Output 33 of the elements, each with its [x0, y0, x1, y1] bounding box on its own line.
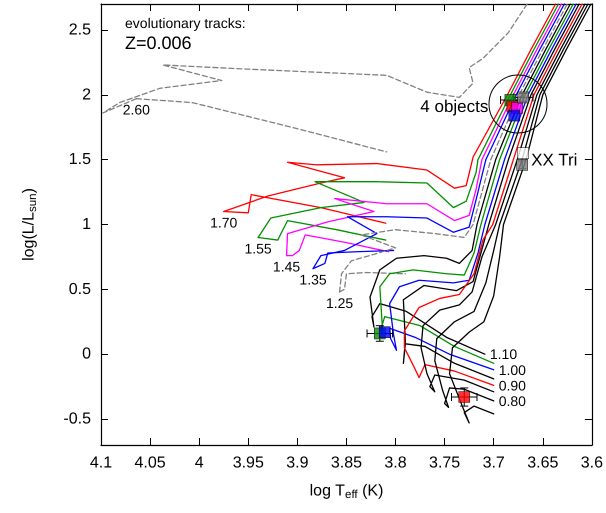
x-tick-label: 3.95: [232, 454, 264, 472]
annotation: evolutionary tracks:: [125, 15, 246, 31]
series-label: 1.35: [299, 272, 327, 288]
series-label: 1.45: [272, 258, 300, 275]
series-label: 1.00: [498, 362, 526, 378]
annotation: XX Tri: [531, 150, 578, 170]
annotation: Z=0.006: [125, 33, 192, 53]
y-tick-label: 2: [82, 86, 92, 104]
x-tick-label: 3.7: [482, 454, 505, 472]
series-label: 1.25: [326, 294, 354, 311]
series-label: 1.70: [210, 214, 238, 231]
x-tick-label: 4.1: [90, 454, 112, 472]
series-label: 1.10: [490, 346, 518, 362]
x-tick-label: 4: [194, 454, 204, 472]
y-tick-label: 1: [82, 216, 92, 233]
series-label: 0.80: [498, 392, 526, 409]
series-label: 2.60: [122, 102, 150, 118]
x-tick-label: 3.6: [580, 454, 604, 472]
y-tick-label: 0.5: [68, 280, 92, 298]
y-tick-label: 2.5: [68, 21, 92, 38]
series-label: 0.90: [498, 377, 526, 394]
x-tick-label: 4.05: [134, 454, 166, 472]
series-label: 1.55: [244, 240, 272, 256]
x-tick-label: 3.8: [384, 454, 407, 472]
x-tick-label: 3.9: [286, 454, 309, 472]
y-tick-label: -0.5: [63, 410, 92, 428]
y-tick-label: 0: [82, 346, 92, 363]
x-tick-label: 3.85: [330, 454, 362, 472]
annotation: 4 objects: [420, 96, 488, 116]
y-tick-label: 1.5: [68, 151, 92, 168]
x-tick-label: 3.65: [527, 454, 558, 472]
x-tick-label: 3.75: [429, 454, 460, 472]
y-axis-title: log(L/Lsun): [20, 188, 39, 261]
